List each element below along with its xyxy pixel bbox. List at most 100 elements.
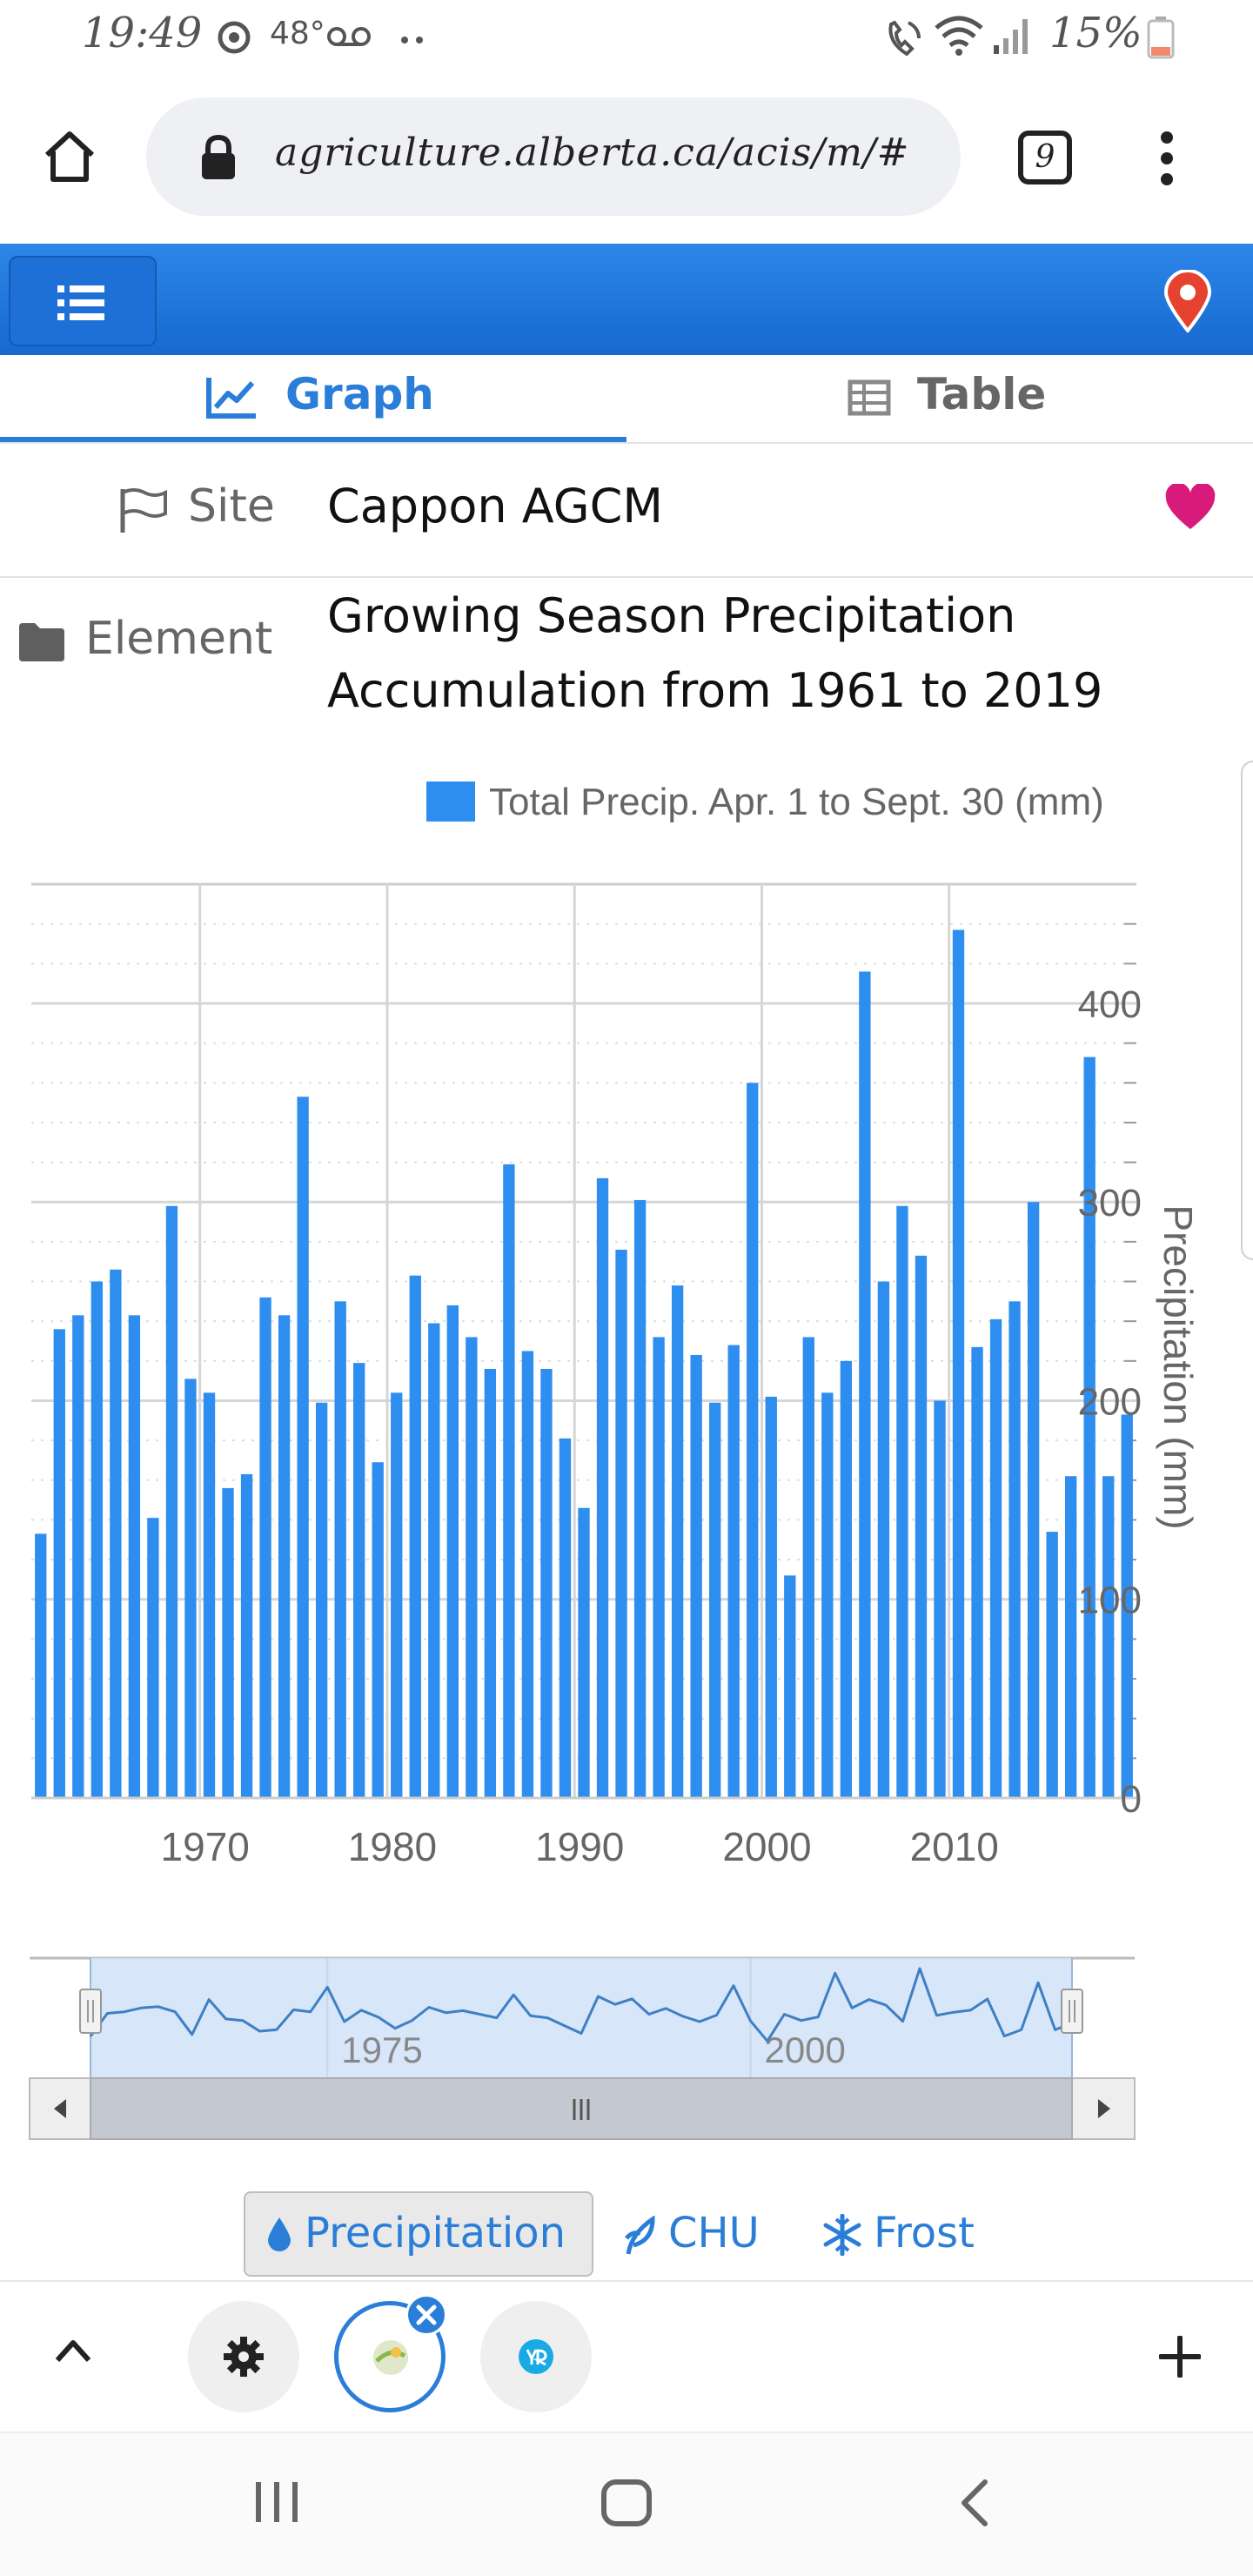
bar-1981 [409, 1275, 421, 1798]
bar-2016 [1064, 1476, 1077, 1798]
bar-1974 [278, 1315, 291, 1798]
status-time: 19:49 [82, 9, 203, 57]
bar-2002 [802, 1337, 814, 1798]
x-tick-label: 1970 [161, 1824, 250, 1869]
navigator-tick-label: 1975 [341, 2029, 422, 2070]
bar-2005 [859, 971, 871, 1798]
y-tick-label: 100 [1078, 1580, 1142, 1622]
bar-1980 [391, 1392, 403, 1798]
bar-1992 [615, 1250, 627, 1798]
snowflake-icon [821, 2213, 863, 2259]
bar-1969 [184, 1379, 197, 1798]
bar-1968 [165, 1205, 178, 1798]
status-battery-percent: 15% [1049, 9, 1142, 57]
bar-1976 [315, 1402, 328, 1798]
wifi-call-icon [884, 16, 924, 63]
bar-2010 [952, 929, 965, 1798]
site-favicon-icon [370, 2338, 412, 2380]
bar-2012 [989, 1318, 1002, 1798]
scroll-right-arrow-icon [1098, 2099, 1110, 2118]
bar-2006 [877, 1281, 890, 1798]
system-navigation-bar [0, 2432, 1253, 2576]
status-bar: 19:49 48° 15% [0, 0, 1253, 77]
bar-2017 [1083, 1057, 1096, 1798]
bar-1999 [747, 1083, 759, 1798]
x-tick-label: 1990 [535, 1824, 624, 1869]
lock-icon[interactable] [197, 134, 240, 184]
menu-button[interactable] [9, 256, 157, 346]
bar-1990 [578, 1507, 590, 1798]
chevron-up-icon[interactable] [54, 2338, 92, 2367]
drop-icon [266, 2216, 292, 2256]
chart-navigator[interactable]: 1975 2000 [0, 1949, 1253, 2158]
x-tick-label: 1980 [348, 1824, 437, 1869]
bar-2013 [1008, 1301, 1021, 1798]
wifi-icon [933, 14, 985, 61]
list-icon [57, 284, 106, 325]
precipitation-button-label: Precipitation [305, 2209, 566, 2257]
bar-1973 [259, 1297, 271, 1798]
bar-2007 [896, 1205, 908, 1798]
bar-1986 [503, 1164, 515, 1798]
chu-button[interactable]: CHU [614, 2193, 771, 2277]
home-icon[interactable] [40, 127, 99, 190]
app-header [0, 244, 1253, 355]
tab-graph-label: Graph [285, 369, 434, 419]
element-name-line2[interactable]: Accumulation from 1961 to 2019 [327, 663, 1103, 718]
bar-2009 [934, 1400, 946, 1798]
y-axis-label: Precipitation (mm) [1156, 1204, 1201, 1529]
element-name-line1[interactable]: Growing Season Precipitation [327, 588, 1016, 643]
home-button-icon[interactable] [600, 2479, 653, 2531]
bar-1983 [446, 1305, 459, 1798]
frost-button[interactable]: Frost [814, 2193, 997, 2277]
tab-switcher-button[interactable]: 9 [1018, 131, 1072, 184]
bar-1966 [128, 1315, 141, 1798]
site-label: Site [188, 480, 275, 533]
bar-1967 [147, 1518, 159, 1798]
bar-1985 [484, 1368, 497, 1798]
active-tab-indicator [0, 437, 626, 442]
bar-1993 [633, 1199, 647, 1798]
bar-1964 [90, 1281, 104, 1798]
weather-tab-button[interactable] [480, 2301, 592, 2412]
bar-1989 [559, 1438, 572, 1798]
line-chart-icon [205, 376, 258, 423]
close-tab-badge[interactable] [405, 2294, 447, 2336]
overflow-menu-icon[interactable] [1154, 131, 1180, 190]
precipitation-chart[interactable]: Total Precip. Apr. 1 to Sept. 30 (mm) 0 10… [0, 766, 1253, 1897]
site-name[interactable]: Cappon AGCM [327, 479, 663, 533]
bar-1991 [596, 1177, 609, 1798]
url-text[interactable]: agriculture.alberta.ca/acis/m/# [275, 131, 910, 175]
bar-2018 [1102, 1476, 1115, 1798]
tab-table[interactable]: Table [626, 355, 1253, 439]
recent-apps-icon[interactable] [252, 2480, 301, 2527]
bar-1988 [540, 1368, 553, 1798]
bar-1979 [372, 1462, 384, 1798]
weather-app-icon [517, 2338, 555, 2379]
settings-tab-button[interactable] [188, 2301, 299, 2412]
bar-1961 [35, 1533, 47, 1798]
y-tick-label: 400 [1078, 983, 1142, 1026]
bar-1965 [110, 1269, 122, 1798]
x-tick-label: 2000 [722, 1824, 811, 1869]
status-temperature: 48° [270, 16, 325, 51]
navigator-selected-range [90, 1958, 1072, 2078]
bar-1971 [222, 1487, 234, 1798]
tab-graph[interactable]: Graph [0, 355, 626, 439]
back-icon[interactable] [959, 2479, 990, 2531]
bar-2015 [1046, 1532, 1058, 1798]
bar-1978 [353, 1363, 365, 1798]
bar-1996 [690, 1354, 702, 1798]
favorite-heart-icon[interactable] [1164, 482, 1216, 534]
bar-1963 [72, 1315, 84, 1798]
more-notifications-icon [400, 31, 426, 48]
precipitation-button[interactable] [244, 2191, 593, 2277]
legend-label: Total Precip. Apr. 1 to Sept. 30 (mm) [489, 781, 1104, 823]
navigator-left-handle [79, 1989, 102, 2034]
plus-icon[interactable] [1158, 2335, 1202, 2381]
y-tick-label: 300 [1078, 1182, 1142, 1224]
location-pin-icon[interactable] [1163, 269, 1213, 336]
address-bar[interactable] [146, 97, 961, 216]
close-icon [416, 2304, 437, 2329]
navigator-series-line [89, 1967, 1073, 2043]
